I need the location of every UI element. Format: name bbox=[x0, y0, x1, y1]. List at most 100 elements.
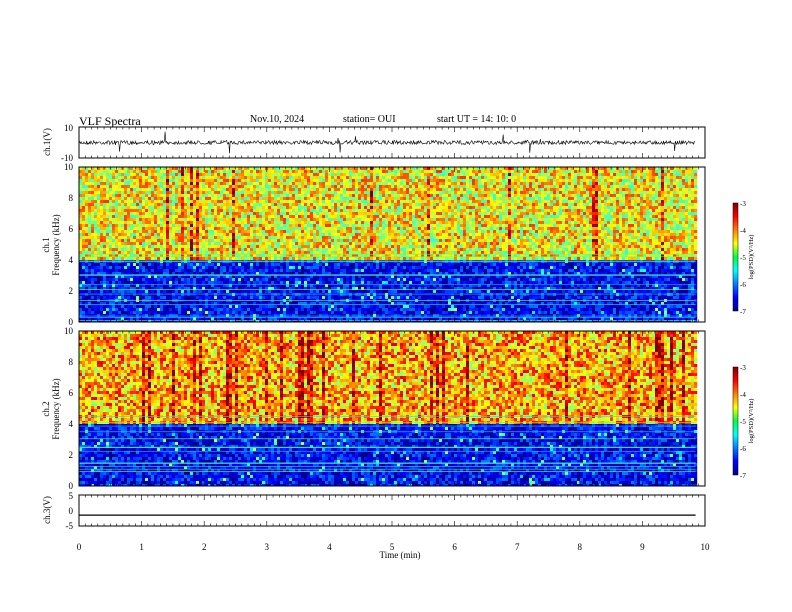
spectrogram-cell bbox=[262, 248, 266, 252]
spectrogram-cell bbox=[160, 251, 164, 255]
spectrogram-cell bbox=[322, 206, 326, 210]
spectrogram-cell bbox=[157, 236, 161, 240]
spectrogram-cell bbox=[172, 251, 176, 255]
spectrogram-cell bbox=[262, 206, 266, 210]
spectrogram-cell bbox=[250, 293, 254, 297]
spectrogram-cell bbox=[334, 293, 338, 297]
spectrogram-cell bbox=[235, 191, 239, 195]
spectrogram-cell bbox=[262, 200, 266, 204]
spectrogram-cell bbox=[337, 215, 341, 219]
spectrogram-cell bbox=[187, 203, 191, 207]
spectrogram-cell bbox=[130, 176, 134, 180]
spectrogram-cell bbox=[217, 302, 221, 306]
spectrogram-cell bbox=[220, 233, 224, 237]
spectrogram-cell bbox=[133, 173, 137, 177]
spectrogram-cell bbox=[343, 263, 347, 267]
spectrogram-cell bbox=[274, 281, 278, 285]
spectrogram-cell bbox=[118, 296, 122, 300]
spectrogram-cell bbox=[253, 248, 257, 252]
spectrogram-cell bbox=[238, 185, 242, 189]
spectrogram-cell bbox=[343, 212, 347, 216]
spectrogram-cell bbox=[187, 185, 191, 189]
spectrogram-cell bbox=[229, 173, 233, 177]
spectrogram-cell bbox=[121, 266, 125, 270]
spectrogram-cell bbox=[319, 242, 323, 246]
spectrogram-cell bbox=[298, 314, 302, 318]
spectrogram-cell bbox=[340, 251, 344, 255]
spectrogram-cell bbox=[124, 176, 128, 180]
spectrogram-cell bbox=[103, 206, 107, 210]
spectrogram-cell bbox=[253, 263, 257, 267]
spectrogram-cell bbox=[187, 191, 191, 195]
spectrogram-cell bbox=[202, 284, 206, 288]
spectrogram-cell bbox=[169, 275, 173, 279]
spectrogram-cell bbox=[301, 194, 305, 198]
spectrogram-cell bbox=[352, 263, 356, 267]
spectrogram-cell bbox=[91, 320, 95, 322]
spectrogram-cell bbox=[190, 242, 194, 246]
spectrogram-cell bbox=[142, 167, 146, 171]
spectrogram-cell bbox=[130, 275, 134, 279]
spectrogram-cell bbox=[139, 209, 143, 213]
spectrogram-cell bbox=[241, 185, 245, 189]
spectrogram-cell bbox=[346, 212, 350, 216]
spectrogram-cell bbox=[358, 209, 362, 213]
spectrogram-cell bbox=[286, 296, 290, 300]
spectrogram-cell bbox=[256, 185, 260, 189]
spectrogram-cell bbox=[133, 254, 137, 258]
spectrogram-cell bbox=[298, 212, 302, 216]
spectrogram-cell bbox=[160, 269, 164, 273]
spectrogram-cell bbox=[364, 275, 368, 279]
spectrogram-cell bbox=[148, 254, 152, 258]
spectrogram-cell bbox=[250, 317, 254, 321]
spectrogram-cell bbox=[121, 203, 125, 207]
spectrogram-cell bbox=[106, 230, 110, 234]
spectrogram-cell bbox=[160, 293, 164, 297]
spectrogram-cell bbox=[304, 296, 308, 300]
spectrogram-cell bbox=[334, 224, 338, 228]
spectrogram-cell bbox=[334, 251, 338, 255]
spectrogram-cell bbox=[349, 320, 353, 322]
spectrogram-cell bbox=[208, 197, 212, 201]
spectrogram-cell bbox=[178, 302, 182, 306]
spectrogram-cell bbox=[343, 302, 347, 306]
spectrogram-cell bbox=[268, 191, 272, 195]
spectrogram-cell bbox=[151, 170, 155, 174]
spectrogram-cell bbox=[256, 236, 260, 240]
spectrogram-cell bbox=[247, 272, 251, 276]
spectrogram-cell bbox=[346, 281, 350, 285]
spectrogram-cell bbox=[340, 320, 344, 322]
spectrogram-cell bbox=[205, 290, 209, 294]
spectrogram-cell bbox=[121, 290, 125, 294]
spectrogram-cell bbox=[304, 236, 308, 240]
spectrogram-cell bbox=[163, 200, 167, 204]
spectrogram-cell bbox=[253, 236, 257, 240]
spectrogram-cell bbox=[265, 296, 269, 300]
spectrogram-cell bbox=[82, 233, 86, 237]
spectrogram-cell bbox=[178, 227, 182, 231]
spectrogram-cell bbox=[256, 287, 260, 291]
spectrogram-cell bbox=[154, 182, 158, 186]
spectrogram-cell bbox=[151, 320, 155, 322]
spectrogram-cell bbox=[184, 290, 188, 294]
spectrogram-cell bbox=[160, 206, 164, 210]
spectrogram-cell bbox=[355, 209, 359, 213]
spectrogram-cell bbox=[307, 248, 311, 252]
spectrogram-cell bbox=[100, 227, 104, 231]
spectrogram-cell bbox=[298, 170, 302, 174]
spectrogram-cell bbox=[202, 194, 206, 198]
spectrogram-cell bbox=[328, 179, 332, 183]
spectrogram-cell bbox=[268, 305, 272, 309]
spectrogram-cell bbox=[112, 224, 116, 228]
spectrogram-cell bbox=[241, 275, 245, 279]
spectrogram-cell bbox=[202, 248, 206, 252]
spectrogram-cell bbox=[193, 317, 197, 321]
spectrogram-cell bbox=[127, 197, 131, 201]
spectrogram-cell bbox=[145, 287, 149, 291]
spectrogram-cell bbox=[268, 194, 272, 198]
spectrogram-cell bbox=[271, 293, 275, 297]
spectrogram-cell bbox=[253, 215, 257, 219]
spectrogram-cell bbox=[145, 296, 149, 300]
spectrogram-cell bbox=[265, 257, 269, 261]
spectrogram-cell bbox=[178, 203, 182, 207]
